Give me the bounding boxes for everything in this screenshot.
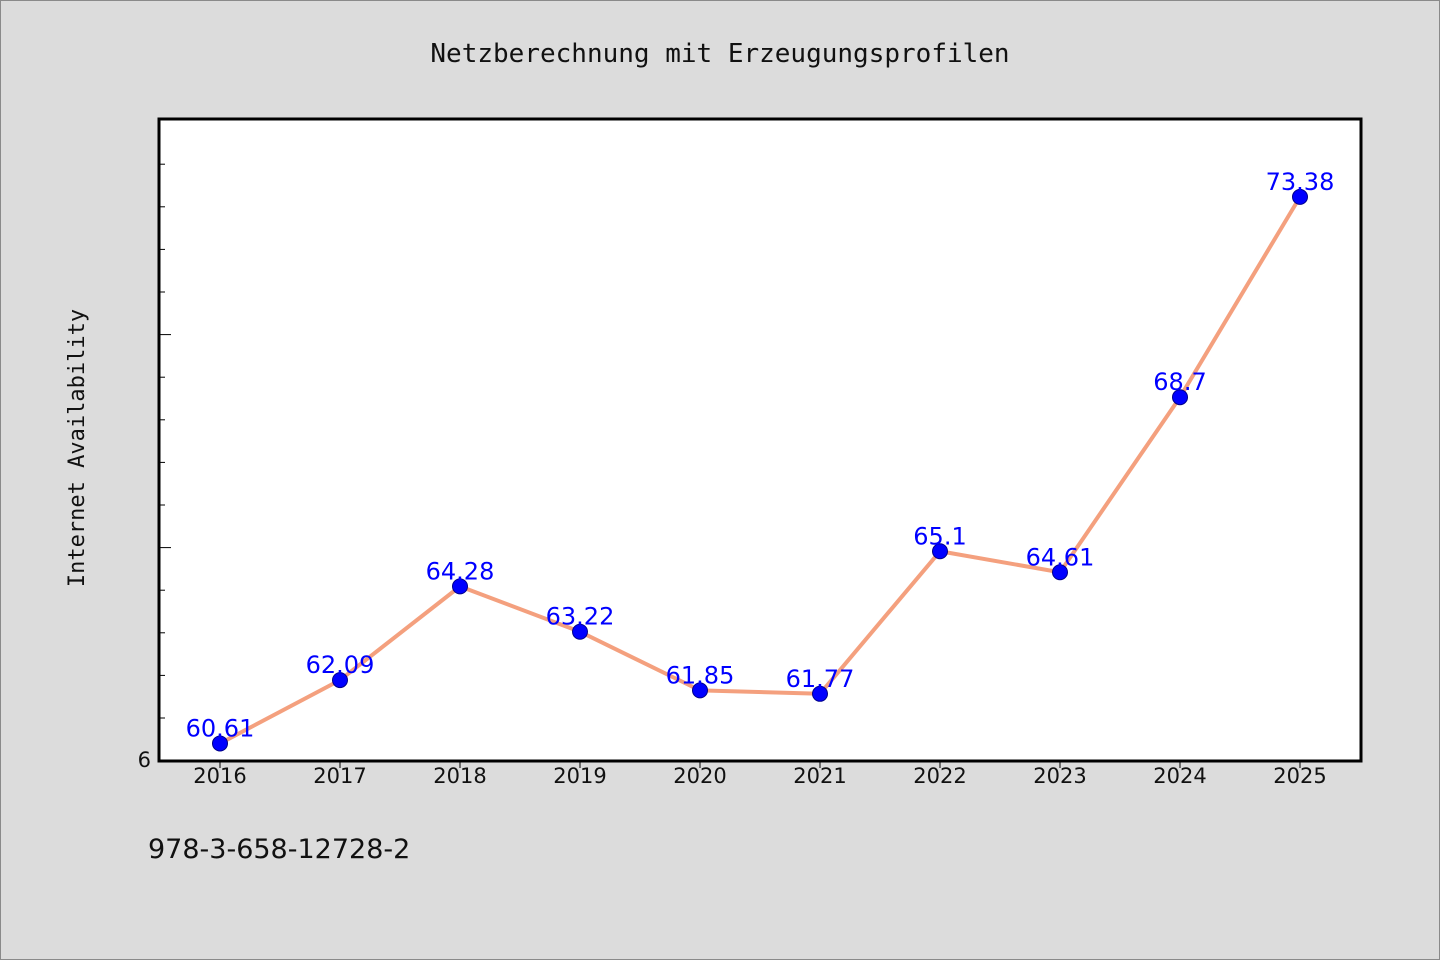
data-point: [692, 682, 708, 699]
x-tick-label: 2021: [793, 764, 846, 788]
data-point: [932, 543, 948, 560]
data-point: [332, 672, 348, 689]
y-axis-ticks: 6: [138, 163, 171, 772]
x-tick-label: 2022: [913, 764, 966, 788]
series-group: 60.61 62.09 64.28 63.22 61.85 61.77 65.1 64.61 6…: [186, 168, 1335, 752]
y-tick-label: 6: [138, 748, 151, 772]
data-label: 61.85: [666, 661, 735, 689]
chart-title: Netzberechnung mit Erzeugungsprofilen: [430, 39, 1009, 69]
x-axis-ticks: 2016 2017 2018 2019 2020 2021 2022 2023 2024 2025: [193, 761, 1327, 788]
x-tick-label: 2019: [553, 764, 606, 788]
data-point: [1172, 389, 1188, 406]
series-line: [219, 195, 1302, 746]
data-label: 62.09: [306, 651, 375, 679]
data-label: 60.61: [186, 714, 255, 742]
x-tick-label: 2018: [433, 764, 486, 788]
data-point: [452, 578, 468, 595]
x-tick-label: 2023: [1033, 764, 1086, 788]
data-label: 63.22: [546, 603, 615, 631]
plot-area: [157, 117, 1363, 763]
data-label: 64.28: [426, 557, 495, 585]
x-tick-label: 2017: [313, 764, 366, 788]
x-tick-label: 2025: [1273, 764, 1326, 788]
data-point: [812, 685, 828, 702]
data-point: [212, 735, 228, 752]
data-point: [1052, 564, 1068, 581]
data-label: 68.7: [1153, 368, 1206, 396]
x-tick-label: 2020: [673, 764, 726, 788]
data-label: 73.38: [1266, 168, 1335, 196]
x-tick-label: 2016: [193, 764, 246, 788]
y-axis-label: Internet Availability: [65, 309, 90, 587]
data-label: 64.61: [1026, 543, 1095, 571]
data-label: 65.1: [913, 522, 966, 550]
data-label: 61.77: [786, 665, 855, 693]
data-point: [1292, 188, 1308, 205]
data-point: [572, 623, 588, 640]
footnote: 978-3-658-12728-2: [148, 834, 411, 865]
x-tick-label: 2024: [1153, 764, 1206, 788]
